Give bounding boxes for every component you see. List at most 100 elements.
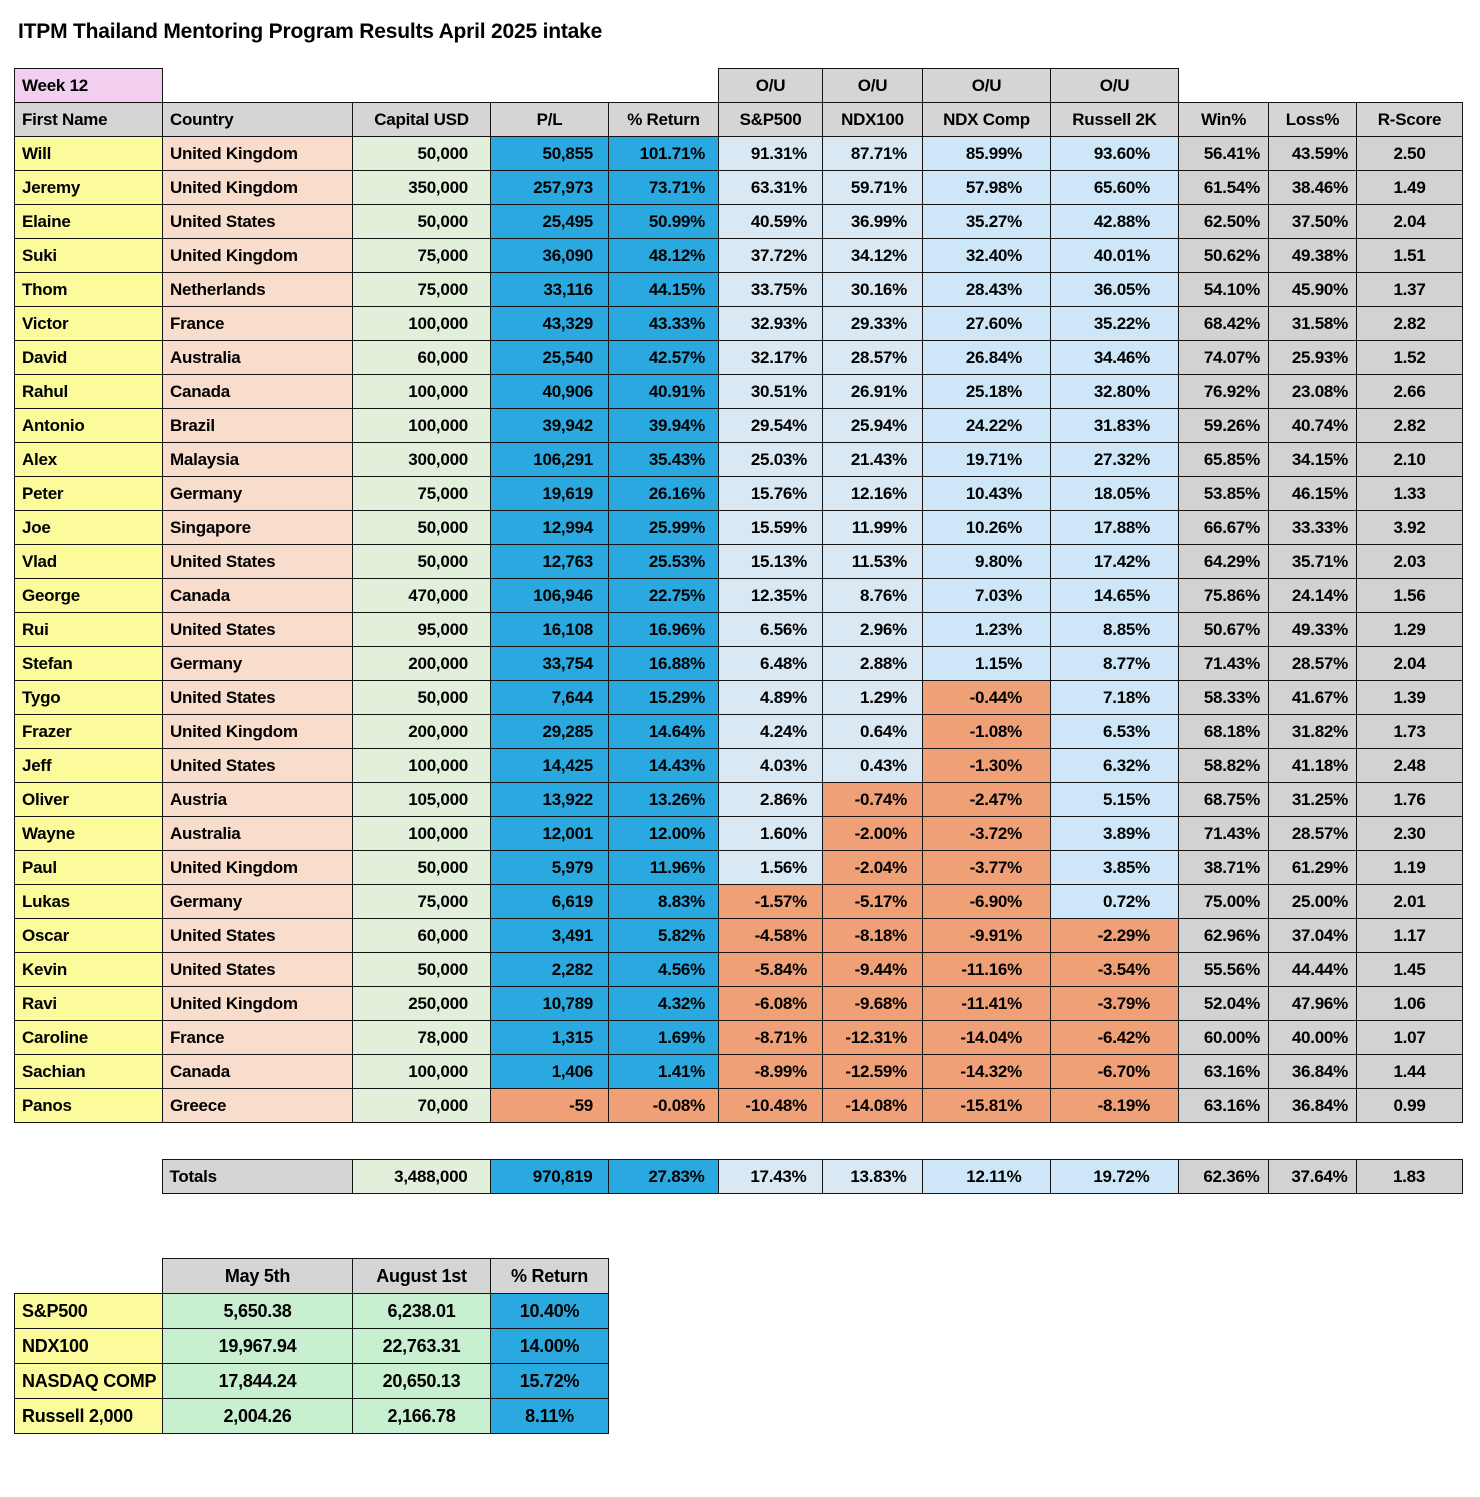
cell-ou-sp500: 15.13%: [718, 544, 823, 579]
cell-first-name: Ravi: [14, 986, 163, 1021]
cell-first-name: Joe: [14, 510, 163, 545]
cell-capital: 95,000: [352, 612, 491, 647]
index-may-value: 2,004.26: [162, 1398, 353, 1434]
cell-country: Canada: [162, 578, 353, 613]
cell-capital: 100,000: [352, 816, 491, 851]
cell-ou-ndx100: 34.12%: [822, 238, 923, 273]
table-row: Joe Singapore 50,000 12,994 25.99% 15.59% 11.9…: [14, 510, 1463, 545]
cell-loss: 25.93%: [1268, 340, 1357, 375]
cell-ou-russell: 6.32%: [1050, 748, 1179, 783]
cell-ou-russell: 17.42%: [1050, 544, 1179, 579]
cell-first-name: Thom: [14, 272, 163, 307]
cell-first-name: Kevin: [14, 952, 163, 987]
col-header-ndx100: NDX100: [822, 102, 923, 137]
cell-ou-sp500: 2.86%: [718, 782, 823, 817]
cell-ou-ndx100: 30.16%: [822, 272, 923, 307]
index-row: NASDAQ COMP 17,844.24 20,650.13 15.72%: [14, 1363, 609, 1399]
results-table: Week 12 O/U O/U O/U O/U First Name Count…: [14, 68, 1463, 1123]
cell-ou-sp500: 6.56%: [718, 612, 823, 647]
cell-ou-russell: 3.89%: [1050, 816, 1179, 851]
cell-country: United States: [162, 204, 353, 239]
table-row: Rui United States 95,000 16,108 16.96% 6.56% 2…: [14, 612, 1463, 647]
cell-rscore: 1.76: [1356, 782, 1463, 817]
cell-capital: 100,000: [352, 374, 491, 409]
cell-ou-sp500: 15.59%: [718, 510, 823, 545]
spreadsheet-page: ITPM Thailand Mentoring Program Results …: [14, 20, 1463, 1434]
cell-rscore: 2.10: [1356, 442, 1463, 477]
cell-capital: 70,000: [352, 1088, 491, 1123]
cell-first-name: Caroline: [14, 1020, 163, 1055]
cell-capital: 78,000: [352, 1020, 491, 1055]
cell-loss: 38.46%: [1268, 170, 1357, 205]
cell-loss: 47.96%: [1268, 986, 1357, 1021]
cell-pl: 257,973: [490, 170, 609, 205]
cell-ou-ndxcomp: -3.72%: [922, 816, 1051, 851]
cell-pl: 12,994: [490, 510, 609, 545]
cell-ou-sp500: 32.93%: [718, 306, 823, 341]
cell-capital: 200,000: [352, 646, 491, 681]
cell-return: 15.29%: [608, 680, 719, 715]
cell-country: Germany: [162, 646, 353, 681]
cell-loss: 61.29%: [1268, 850, 1357, 885]
cell-country: United States: [162, 748, 353, 783]
index-return-value: 15.72%: [490, 1363, 609, 1399]
cell-return: 44.15%: [608, 272, 719, 307]
cell-ou-ndxcomp: -0.44%: [922, 680, 1051, 715]
cell-first-name: Lukas: [14, 884, 163, 919]
cell-ou-ndxcomp: -3.77%: [922, 850, 1051, 885]
cell-return: 26.16%: [608, 476, 719, 511]
cell-ou-russell: 14.65%: [1050, 578, 1179, 613]
cell-loss: 41.18%: [1268, 748, 1357, 783]
table-row: Kevin United States 50,000 2,282 4.56% -5.84%…: [14, 952, 1463, 987]
cell-ou-ndxcomp: 35.27%: [922, 204, 1051, 239]
column-header-row: First Name Country Capital USD P/L % Ret…: [14, 102, 1463, 137]
cell-ou-sp500: 4.24%: [718, 714, 823, 749]
cell-return: 13.26%: [608, 782, 719, 817]
cell-ou-russell: -2.29%: [1050, 918, 1179, 953]
cell-loss: 34.15%: [1268, 442, 1357, 477]
cell-capital: 100,000: [352, 306, 491, 341]
cell-first-name: Victor: [14, 306, 163, 341]
cell-country: Greece: [162, 1088, 353, 1123]
index-may-value: 17,844.24: [162, 1363, 353, 1399]
table-row: Jeremy United Kingdom 350,000 257,973 73.71%…: [14, 170, 1463, 205]
cell-win: 71.43%: [1178, 646, 1269, 681]
cell-capital: 300,000: [352, 442, 491, 477]
spacer-cell: [162, 68, 353, 103]
cell-return: 43.33%: [608, 306, 719, 341]
cell-first-name: Stefan: [14, 646, 163, 681]
cell-win: 75.86%: [1178, 578, 1269, 613]
table-row: Elaine United States 50,000 25,495 50.99% 40.…: [14, 204, 1463, 239]
cell-win: 61.54%: [1178, 170, 1269, 205]
cell-ou-russell: 3.85%: [1050, 850, 1179, 885]
cell-ou-ndxcomp: 26.84%: [922, 340, 1051, 375]
cell-rscore: 1.49: [1356, 170, 1463, 205]
cell-first-name: Panos: [14, 1088, 163, 1123]
table-row: Lukas Germany 75,000 6,619 8.83% -1.57% -5.17%…: [14, 884, 1463, 919]
cell-capital: 75,000: [352, 884, 491, 919]
cell-capital: 350,000: [352, 170, 491, 205]
cell-ou-sp500: -8.71%: [718, 1020, 823, 1055]
cell-capital: 75,000: [352, 238, 491, 273]
cell-first-name: Sachian: [14, 1054, 163, 1089]
spacer-cell: [608, 68, 719, 103]
cell-ou-ndxcomp: -1.08%: [922, 714, 1051, 749]
cell-ou-ndxcomp: 27.60%: [922, 306, 1051, 341]
cell-pl: 12,001: [490, 816, 609, 851]
cell-ou-sp500: 1.56%: [718, 850, 823, 885]
cell-return: 27.83%: [607, 1159, 719, 1194]
cell-ou-ndxcomp: -1.30%: [922, 748, 1051, 783]
cell-ou-russell: 17.88%: [1050, 510, 1179, 545]
cell-ou-ndxcomp: 85.99%: [922, 136, 1051, 171]
index-label: Russell 2,000: [14, 1398, 163, 1434]
cell-loss: 37.04%: [1268, 918, 1357, 953]
results-body: Will United Kingdom 50,000 50,855 101.71% 91.…: [14, 136, 1463, 1123]
cell-first-name: Oliver: [14, 782, 163, 817]
cell-loss: 40.74%: [1268, 408, 1357, 443]
cell-ou-sp500: 6.48%: [718, 646, 823, 681]
cell-ou-sp500: 4.03%: [718, 748, 823, 783]
cell-rscore: 1.29: [1356, 612, 1463, 647]
table-row: Caroline France 78,000 1,315 1.69% -8.71% -12.…: [14, 1020, 1463, 1055]
cell-country: France: [162, 306, 353, 341]
table-row: Suki United Kingdom 75,000 36,090 48.12% 37.7…: [14, 238, 1463, 273]
